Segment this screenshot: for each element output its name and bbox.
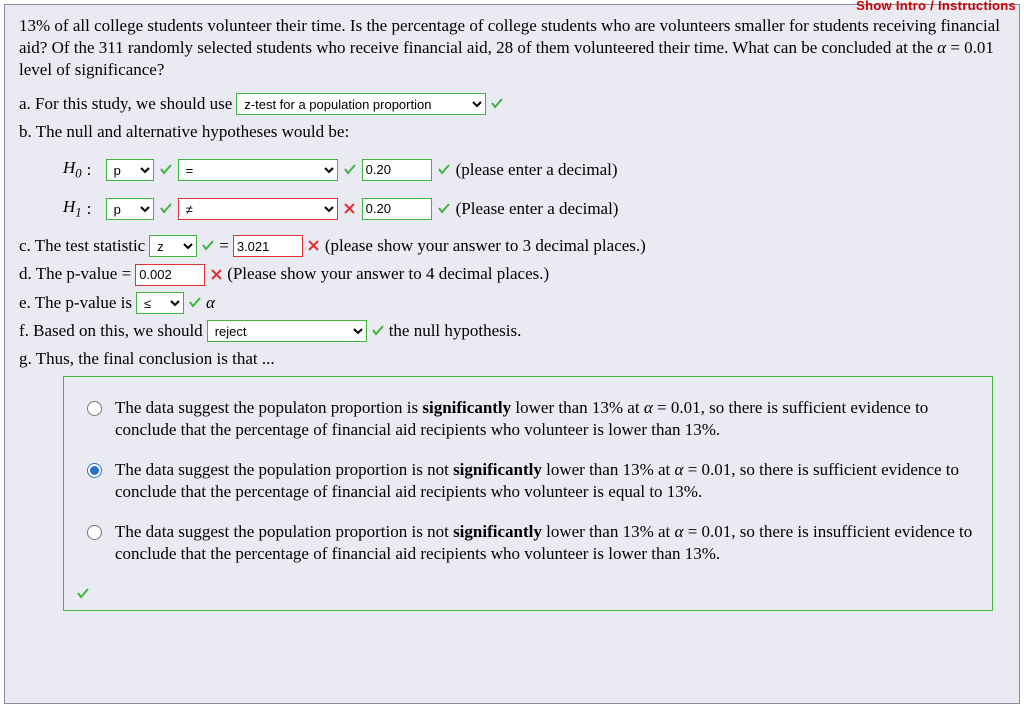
h1-colon: :: [87, 198, 92, 220]
h1-op-select[interactable]: ≠: [178, 198, 338, 220]
check-icon: [76, 587, 90, 601]
part-a: a. For this study, we should use z-test …: [19, 93, 1005, 115]
x-icon: [343, 202, 357, 216]
test-statistic-input[interactable]: [233, 235, 303, 257]
x-icon: [209, 268, 223, 282]
stat-select[interactable]: z: [149, 235, 197, 257]
check-icon: [159, 202, 173, 216]
check-icon: [159, 163, 173, 177]
h0-param-select[interactable]: p: [106, 159, 154, 181]
radio-option-2[interactable]: [87, 463, 102, 478]
part-e-prefix: e. The p-value is: [19, 292, 132, 314]
decision-select[interactable]: reject: [207, 320, 367, 342]
h1-label: H1: [63, 196, 82, 221]
part-d: d. The p-value = (Please show your answe…: [19, 263, 1005, 285]
radio-option-1[interactable]: [87, 401, 102, 416]
conclusion-group: The data suggest the populaton proportio…: [63, 376, 993, 611]
part-d-prefix: d. The p-value =: [19, 263, 131, 285]
x-icon: [307, 239, 321, 253]
show-instructions-link[interactable]: Show Intro / Instructions: [856, 0, 1016, 13]
radio-option-3[interactable]: [87, 525, 102, 540]
compare-select[interactable]: ≤: [136, 292, 184, 314]
check-icon: [437, 163, 451, 177]
part-f: f. Based on this, we should reject the n…: [19, 320, 1005, 342]
check-icon: [371, 324, 385, 338]
check-icon: [188, 296, 202, 310]
h0-line: H0 : p = (please enter a decimal): [63, 157, 1005, 182]
part-c-prefix: c. The test statistic: [19, 235, 145, 257]
part-c-hint: (please show your answer to 3 decimal pl…: [325, 235, 646, 257]
alpha-symbol: α: [206, 292, 215, 314]
study-type-select[interactable]: z-test for a population proportion: [236, 93, 486, 115]
p-value-input[interactable]: [135, 264, 205, 286]
h0-value-input[interactable]: [362, 159, 432, 181]
part-g: g. Thus, the final conclusion is that ..…: [19, 348, 1005, 370]
option-3-text: The data suggest the population proporti…: [115, 521, 974, 565]
h1-hint: (Please enter a decimal): [456, 198, 619, 220]
check-icon: [437, 202, 451, 216]
alpha-symbol: α: [937, 38, 946, 57]
conclusion-option-1[interactable]: The data suggest the populaton proportio…: [82, 397, 974, 441]
part-b: b. The null and alternative hypotheses w…: [19, 121, 1005, 143]
question-panel: 13% of all college students volunteer th…: [4, 4, 1020, 704]
h0-op-select[interactable]: =: [178, 159, 338, 181]
h0-hint: (please enter a decimal): [456, 159, 618, 181]
h1-value-input[interactable]: [362, 198, 432, 220]
check-icon: [343, 163, 357, 177]
option-1-text: The data suggest the populaton proportio…: [115, 397, 974, 441]
conclusion-option-2[interactable]: The data suggest the population proporti…: [82, 459, 974, 503]
question-text: 13% of all college students volunteer th…: [19, 16, 1000, 57]
part-c: c. The test statistic z = (please show y…: [19, 235, 1005, 257]
part-f-suffix: the null hypothesis.: [389, 320, 522, 342]
question-stem: 13% of all college students volunteer th…: [19, 15, 1005, 81]
h1-param-select[interactable]: p: [106, 198, 154, 220]
eq-sign: =: [219, 235, 229, 257]
h0-label: H0: [63, 157, 82, 182]
part-b-text: b. The null and alternative hypotheses w…: [19, 121, 349, 143]
part-g-text: g. Thus, the final conclusion is that ..…: [19, 348, 275, 370]
part-d-hint: (Please show your answer to 4 decimal pl…: [227, 263, 549, 285]
part-e: e. The p-value is ≤ α: [19, 292, 1005, 314]
option-2-text: The data suggest the population proporti…: [115, 459, 974, 503]
part-a-label: a. For this study, we should use: [19, 93, 232, 115]
h0-colon: :: [87, 159, 92, 181]
conclusion-option-3[interactable]: The data suggest the population proporti…: [82, 521, 974, 565]
check-icon: [201, 239, 215, 253]
check-icon: [490, 97, 504, 111]
h1-line: H1 : p ≠ (Please enter a decimal): [63, 196, 1005, 221]
part-f-prefix: f. Based on this, we should: [19, 320, 203, 342]
